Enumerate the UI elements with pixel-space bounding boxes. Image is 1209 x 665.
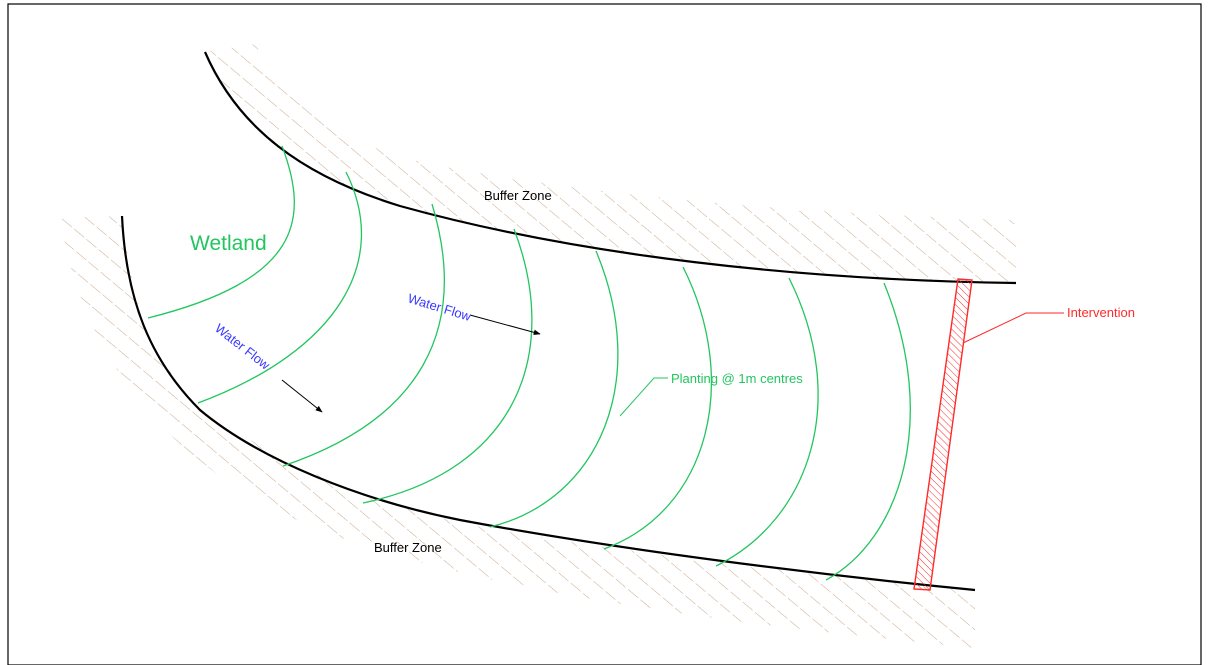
buffer-zone-bottom-area [60, 216, 975, 648]
planting-line-2 [197, 171, 362, 404]
intervention-bar [913, 278, 973, 591]
planting-line-3 [282, 203, 445, 467]
planting-line-1 [147, 145, 295, 319]
intervention-label: Intervention [1067, 305, 1135, 320]
water-flow-label-2: Water Flow [212, 321, 273, 373]
planting-line-7 [715, 277, 819, 567]
water-flow-arrow-1 [469, 314, 541, 336]
buffer-zone-top-area [205, 44, 1016, 283]
water-flow-arrow-2 [281, 379, 323, 413]
planting-leader [619, 377, 668, 417]
frame-border [7, 3, 1202, 665]
planting-line-6 [603, 266, 712, 550]
buffer-zone-bottom-label: Buffer Zone [374, 540, 442, 555]
planting-label: Planting @ 1m centres [671, 371, 803, 386]
planting-line-4 [362, 228, 533, 504]
planting-line-5 [489, 250, 619, 528]
top-bank-line [203, 51, 1017, 285]
bottom-bank-line [120, 215, 976, 592]
planting-line-8 [825, 282, 911, 581]
wetland-label: Wetland [190, 232, 267, 255]
planting-lines [147, 145, 911, 581]
intervention-leader [962, 312, 1064, 344]
buffer-zone-top-label: Buffer Zone [484, 188, 552, 203]
